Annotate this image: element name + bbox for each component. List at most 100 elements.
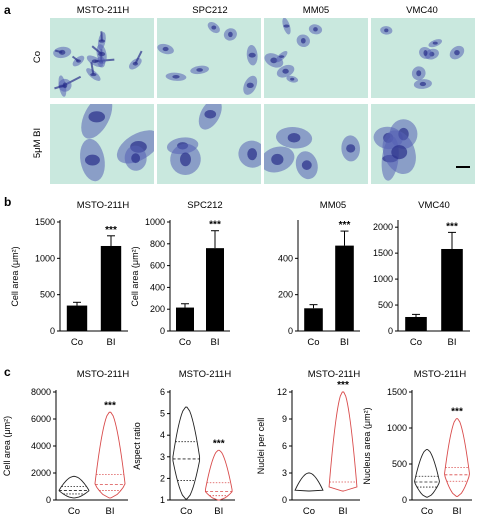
- x-tick-label: Co: [179, 337, 191, 348]
- x-tick-label: Co: [180, 506, 192, 517]
- y-tick-label: 500: [392, 459, 407, 469]
- y-tick-label: 12: [277, 387, 287, 397]
- panel-label-a: a: [4, 3, 11, 17]
- x-tick-label: Co: [421, 506, 433, 517]
- cell-nucleus: [423, 50, 428, 56]
- cell-nucleus: [313, 27, 318, 32]
- micrograph-row-label: Co: [32, 51, 43, 63]
- y-tick-label: 800: [150, 239, 165, 249]
- y-axis-label: Cell area (μm²): [10, 246, 20, 306]
- cell-nucleus: [300, 37, 306, 44]
- bar: [100, 245, 122, 331]
- y-tick-label: 4: [160, 430, 165, 440]
- x-tick-label: BI: [214, 506, 223, 517]
- y-tick-label: 6: [160, 387, 165, 397]
- panel-label-c: c: [4, 365, 11, 379]
- chart-title: VMC40: [418, 200, 450, 211]
- violin: [204, 449, 233, 501]
- x-tick-label: Co: [68, 506, 80, 517]
- cell-process: [54, 84, 66, 90]
- cell-process: [71, 55, 80, 62]
- significance-label: ***: [104, 400, 116, 411]
- y-tick-label: 3: [282, 468, 287, 478]
- x-tick-label: BI: [448, 337, 457, 348]
- significance-label: ***: [451, 407, 463, 418]
- y-tick-label: 1000: [373, 274, 393, 284]
- cell-nucleus: [162, 46, 169, 52]
- panel-label-b: b: [4, 195, 11, 209]
- significance-label: ***: [105, 225, 117, 236]
- violin: [444, 418, 470, 497]
- y-tick-label: 500: [378, 300, 393, 310]
- bar: [405, 316, 427, 331]
- y-tick-label: 0: [282, 495, 287, 505]
- cell-process: [134, 50, 143, 65]
- x-tick-label: BI: [211, 337, 220, 348]
- x-tick-label: BI: [107, 337, 116, 348]
- cell-nucleus: [416, 70, 422, 77]
- y-tick-label: 3: [160, 452, 165, 462]
- y-tick-label: 6: [282, 441, 287, 451]
- chart-title: MSTO-211H: [414, 369, 467, 380]
- cell-nucleus: [270, 57, 278, 64]
- y-tick-label: 1500: [387, 387, 407, 397]
- y-tick-label: 2: [160, 473, 165, 483]
- micrograph-image: [371, 104, 475, 184]
- x-tick-label: BI: [340, 337, 349, 348]
- significance-label: ***: [446, 221, 458, 232]
- violin: [58, 475, 90, 499]
- violin: [172, 406, 201, 500]
- y-tick-label: 0: [46, 495, 51, 505]
- cell-nucleus: [88, 111, 106, 123]
- y-tick-label: 9: [282, 414, 287, 424]
- micrograph-grid: [50, 18, 475, 184]
- significance-label: ***: [209, 220, 221, 231]
- y-tick-label: 200: [278, 290, 293, 300]
- x-tick-label: Co: [307, 337, 319, 348]
- y-tick-label: 200: [150, 304, 165, 314]
- chart-b1: MSTO-211H 0 500 1000 1500 Cell area (μm²) Co BI…: [10, 200, 129, 348]
- y-tick-label: 1: [160, 495, 165, 505]
- cell-process: [100, 31, 103, 42]
- chart-title: MSTO-211H: [77, 369, 130, 380]
- chart-title: MSTO-211H: [77, 200, 130, 211]
- cell-nucleus: [282, 68, 289, 74]
- cell-nucleus: [346, 144, 356, 153]
- y-tick-label: 2000: [31, 468, 51, 478]
- y-tick-label: 4000: [31, 441, 51, 451]
- y-tick-label: 1000: [387, 423, 407, 433]
- cell-nucleus: [283, 24, 290, 28]
- x-tick-label: Co: [71, 337, 83, 348]
- chart-c3: MSTO-211H 0 3 6 9 12 Nuclei per cell Co BI ***: [256, 369, 360, 517]
- bar: [335, 245, 354, 331]
- cell-nucleus: [131, 153, 141, 164]
- cell-nucleus: [84, 154, 100, 166]
- y-tick-label: 8000: [31, 387, 51, 397]
- violin: [328, 391, 358, 492]
- cell-nucleus: [196, 68, 203, 72]
- y-tick-label: 2000: [373, 222, 393, 232]
- cell-nucleus: [290, 77, 295, 81]
- y-tick-label: 1000: [145, 217, 165, 227]
- scale-bar: [456, 166, 470, 168]
- micrograph-image: [50, 18, 154, 98]
- cell-nucleus: [419, 81, 427, 87]
- cell-nucleus: [271, 153, 284, 166]
- cell-nucleus: [301, 160, 312, 170]
- y-tick-label: 1500: [373, 248, 393, 258]
- y-tick-label: 5: [160, 409, 165, 419]
- cell-nucleus: [180, 152, 191, 167]
- y-tick-label: 0: [402, 495, 407, 505]
- y-axis-label: Nucleus area (μm²): [362, 407, 372, 484]
- significance-label: ***: [337, 380, 349, 391]
- micrograph-column-label: MSTO-211H: [77, 5, 130, 16]
- x-tick-label: BI: [339, 506, 348, 517]
- cell-nucleus: [248, 52, 256, 58]
- y-tick-label: 400: [150, 282, 165, 292]
- cell-nucleus: [247, 148, 258, 161]
- y-tick-label: 500: [40, 290, 55, 300]
- cell-nucleus: [432, 41, 438, 45]
- micrograph-image: [371, 18, 475, 98]
- cell-nucleus: [204, 109, 217, 119]
